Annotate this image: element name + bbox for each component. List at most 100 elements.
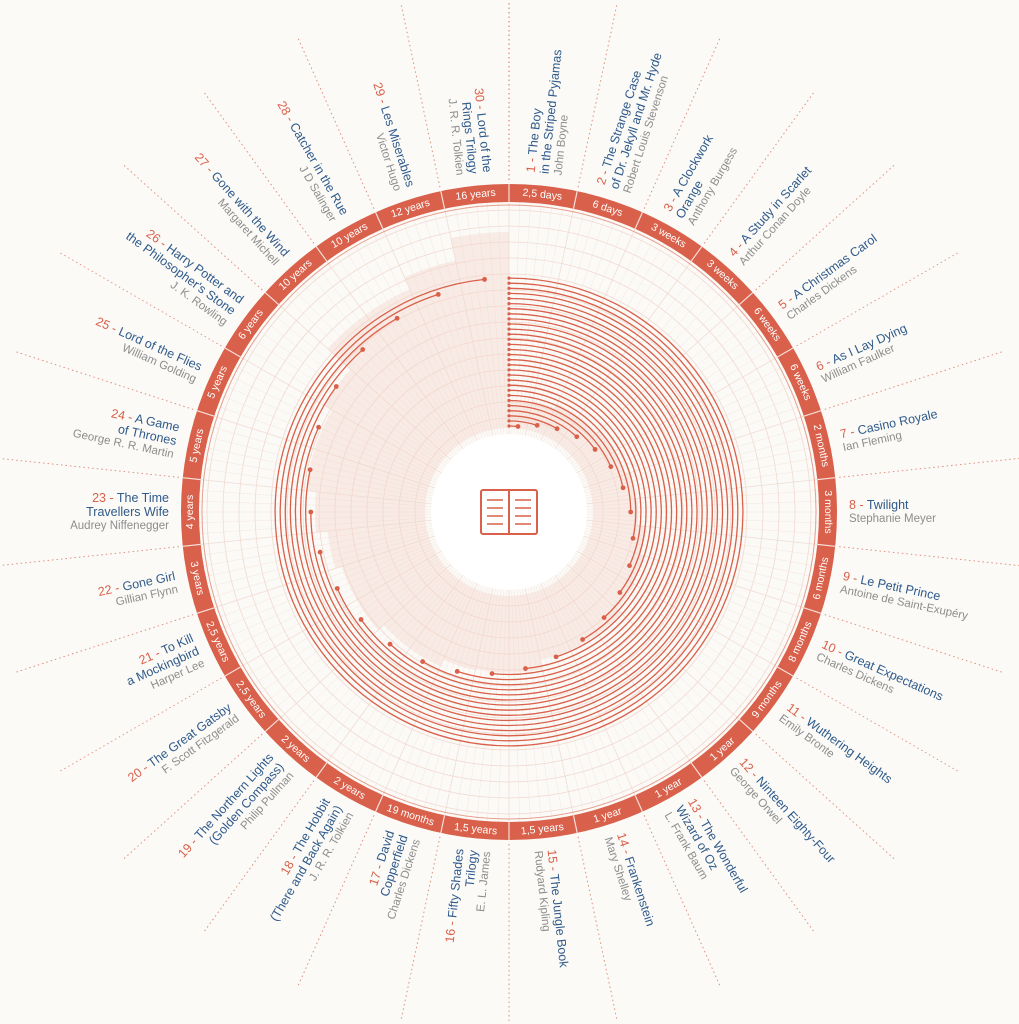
book-title: 1 - The Boy <box>524 107 545 173</box>
data-point <box>387 641 393 647</box>
dotted-ray <box>0 457 179 478</box>
grid-spoke <box>221 541 437 629</box>
grid-spoke <box>258 329 447 467</box>
book-number: 2 - <box>594 165 613 186</box>
grid-spoke <box>402 585 483 804</box>
book-number: 15 - <box>545 849 562 875</box>
data-arc <box>422 338 683 686</box>
ring-separator <box>264 718 280 732</box>
data-point <box>617 590 623 595</box>
grid-spoke <box>579 546 788 649</box>
data-start-point <box>507 373 511 377</box>
data-arc <box>284 287 734 737</box>
data-point <box>358 617 364 622</box>
ring-separator <box>572 191 578 209</box>
ring-duration-label: 3 months <box>822 490 834 533</box>
book-author: Stephanie Meyer <box>849 513 936 525</box>
book-title-text: Gone with the Wind <box>208 169 291 259</box>
grid-spoke <box>586 490 819 507</box>
grid-spoke <box>335 254 466 448</box>
ring-separator <box>224 347 241 358</box>
grid-spoke <box>363 238 473 444</box>
grid-spoke <box>363 580 473 786</box>
data-point <box>334 586 340 591</box>
grid-spoke <box>245 347 443 471</box>
grid-spoke <box>545 580 655 786</box>
book-number: 22 - <box>97 580 124 599</box>
ring-separator <box>572 815 578 833</box>
grid-spoke <box>271 561 450 712</box>
grid-spoke <box>251 338 445 469</box>
book-number: 8 - <box>849 498 867 512</box>
open-book-icon <box>480 489 538 535</box>
data-point <box>482 276 487 282</box>
ring-separator <box>738 718 754 732</box>
data-point <box>308 509 314 515</box>
duration-band <box>543 403 579 445</box>
grid-spoke <box>516 589 542 821</box>
dotted-ray <box>0 546 179 567</box>
grid-spoke <box>538 584 626 800</box>
dotted-ray <box>839 457 1019 478</box>
ring-separator <box>634 212 643 230</box>
duration-band <box>315 491 426 533</box>
data-start-point <box>507 419 511 423</box>
grid-spoke <box>558 571 709 750</box>
grid-spoke <box>326 260 464 450</box>
data-arc <box>294 297 724 727</box>
grid-spoke <box>372 233 475 442</box>
data-point <box>317 549 323 555</box>
grid-spoke <box>413 586 486 807</box>
data-arc <box>299 302 719 721</box>
grid-spoke <box>264 320 448 465</box>
grid-spoke <box>199 514 432 524</box>
data-arc <box>508 379 642 566</box>
book-title-text: Twilight <box>867 498 909 512</box>
grid-spoke <box>214 535 435 609</box>
grid-spoke <box>586 522 817 556</box>
data-start-point <box>507 424 511 428</box>
book-number: 6 - <box>814 354 836 374</box>
ring-separator <box>224 666 241 677</box>
data-arc <box>508 374 647 593</box>
grid-spoke <box>372 582 475 791</box>
data-point <box>580 637 585 642</box>
data-start-point <box>507 368 511 372</box>
grid-spoke <box>586 519 818 545</box>
grid-spoke <box>586 514 819 524</box>
grid-spoke <box>271 312 450 463</box>
book-title: 8 - Twilight <box>849 498 909 512</box>
duration-band <box>450 232 509 430</box>
grid-spoke <box>487 589 504 822</box>
grid-spoke <box>353 579 471 781</box>
grid-spoke <box>335 576 466 770</box>
data-arc <box>274 277 744 747</box>
grid-spoke <box>497 202 507 435</box>
book-title: 23 - The Time <box>92 491 169 505</box>
duration-band <box>592 498 639 526</box>
ring-separator <box>817 477 836 481</box>
grid-spoke <box>210 426 435 491</box>
duration-band <box>509 594 543 673</box>
grid-spoke <box>382 583 478 796</box>
ring-separator <box>182 477 201 481</box>
grid-spoke <box>454 588 496 818</box>
ring-separator <box>738 292 754 306</box>
grid-spoke <box>201 522 432 556</box>
grid-spoke <box>203 525 433 567</box>
book-title: 5 - A Christmas Carol <box>776 231 880 312</box>
data-start-point <box>507 347 511 352</box>
outer-ring <box>181 184 837 840</box>
